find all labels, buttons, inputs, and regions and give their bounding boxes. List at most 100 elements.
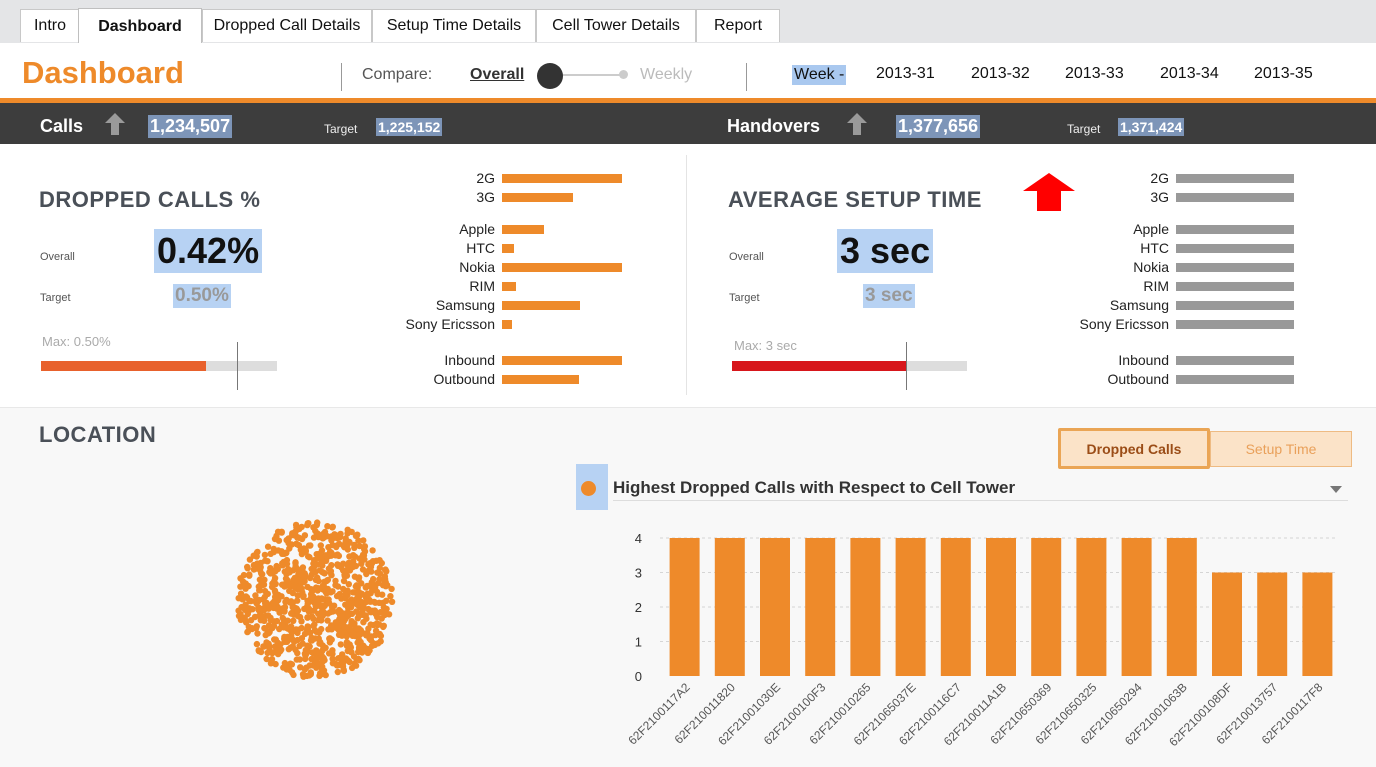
location-point[interactable] xyxy=(244,628,251,636)
setup-breakdown-bar[interactable] xyxy=(1176,174,1294,183)
location-point[interactable] xyxy=(361,543,369,550)
location-point[interactable] xyxy=(351,553,359,560)
setup-breakdown-bar[interactable] xyxy=(1176,282,1294,291)
chart-bar[interactable] xyxy=(895,538,926,676)
dropped-breakdown-bar[interactable] xyxy=(502,174,622,183)
chart-bar[interactable] xyxy=(1212,572,1242,677)
location-point[interactable] xyxy=(289,643,296,650)
location-point[interactable] xyxy=(373,588,381,595)
location-point[interactable] xyxy=(376,557,383,564)
location-point[interactable] xyxy=(275,537,283,544)
location-point[interactable] xyxy=(314,519,321,526)
location-point[interactable] xyxy=(301,578,308,585)
location-point[interactable] xyxy=(255,647,262,654)
location-point[interactable] xyxy=(329,523,336,530)
location-point[interactable] xyxy=(372,599,379,606)
compare-overall-option[interactable]: Overall xyxy=(470,66,525,83)
location-point[interactable] xyxy=(343,633,350,640)
week-2013-33[interactable]: 2013-33 xyxy=(1065,65,1124,82)
location-point[interactable] xyxy=(300,673,307,680)
location-point[interactable] xyxy=(326,635,334,642)
location-point[interactable] xyxy=(314,659,322,667)
location-point[interactable] xyxy=(374,613,381,621)
tab-dropped-call-details[interactable]: Dropped Call Details xyxy=(202,9,372,42)
dropped-breakdown-bar[interactable] xyxy=(502,282,516,291)
location-point[interactable] xyxy=(374,640,382,647)
location-point[interactable] xyxy=(304,625,312,632)
location-point[interactable] xyxy=(343,638,351,646)
location-point[interactable] xyxy=(263,599,270,606)
location-point[interactable] xyxy=(324,523,331,530)
location-point[interactable] xyxy=(316,640,323,647)
location-point[interactable] xyxy=(264,543,272,550)
dropped-breakdown-bar[interactable] xyxy=(502,301,580,310)
location-point[interactable] xyxy=(353,582,360,589)
location-point[interactable] xyxy=(288,632,295,639)
location-point[interactable] xyxy=(307,574,314,582)
location-point[interactable] xyxy=(306,672,313,679)
chart-bar[interactable] xyxy=(805,538,836,676)
location-point[interactable] xyxy=(344,546,351,553)
location-point[interactable] xyxy=(272,660,279,668)
location-point[interactable] xyxy=(332,552,339,559)
location-point[interactable] xyxy=(363,615,370,622)
location-point[interactable] xyxy=(318,608,325,616)
compare-toggle-knob[interactable] xyxy=(537,63,563,89)
compare-toggle-end[interactable] xyxy=(619,70,628,79)
location-point[interactable] xyxy=(363,598,370,606)
location-point[interactable] xyxy=(294,607,302,614)
location-point[interactable] xyxy=(267,565,274,572)
location-point[interactable] xyxy=(307,542,314,549)
location-point[interactable] xyxy=(365,582,372,590)
location-point[interactable] xyxy=(261,551,269,559)
week-2013-32[interactable]: 2013-32 xyxy=(971,65,1030,82)
location-point[interactable] xyxy=(253,640,261,648)
location-point[interactable] xyxy=(312,568,319,576)
location-point[interactable] xyxy=(298,635,306,642)
location-point[interactable] xyxy=(329,608,337,615)
chart-bar[interactable] xyxy=(986,538,1016,676)
location-point[interactable] xyxy=(366,560,373,568)
location-point[interactable] xyxy=(377,609,384,616)
location-point[interactable] xyxy=(380,622,387,629)
location-point[interactable] xyxy=(252,597,260,604)
location-point[interactable] xyxy=(325,544,332,551)
location-point[interactable] xyxy=(332,577,339,585)
location-point[interactable] xyxy=(388,585,395,593)
dropped-breakdown-bar[interactable] xyxy=(502,193,573,202)
location-point[interactable] xyxy=(270,604,277,612)
location-point[interactable] xyxy=(345,581,352,588)
location-point[interactable] xyxy=(376,570,384,577)
location-point[interactable] xyxy=(315,635,322,642)
location-point[interactable] xyxy=(259,571,266,578)
location-point[interactable] xyxy=(281,633,288,641)
location-point[interactable] xyxy=(304,520,311,527)
dropped-calls-toggle-button[interactable]: Dropped Calls xyxy=(1058,428,1210,469)
location-point[interactable] xyxy=(363,570,370,578)
setup-breakdown-bar[interactable] xyxy=(1176,375,1294,384)
location-point[interactable] xyxy=(263,655,270,663)
location-point[interactable] xyxy=(279,606,287,613)
setup-breakdown-bar[interactable] xyxy=(1176,244,1294,253)
location-point[interactable] xyxy=(290,617,297,624)
location-point[interactable] xyxy=(302,647,309,654)
setup-time-toggle-button[interactable]: Setup Time xyxy=(1210,431,1352,467)
location-point[interactable] xyxy=(274,528,282,535)
location-point[interactable] xyxy=(267,550,274,557)
compare-weekly-option[interactable]: Weekly xyxy=(640,66,693,83)
chart-bar[interactable] xyxy=(1302,572,1333,677)
chart-bar[interactable] xyxy=(1076,538,1107,676)
location-point[interactable] xyxy=(338,613,345,620)
location-point[interactable] xyxy=(320,582,327,589)
location-point[interactable] xyxy=(294,592,301,599)
location-point[interactable] xyxy=(346,553,353,560)
location-point[interactable] xyxy=(275,597,282,604)
location-point[interactable] xyxy=(273,562,280,570)
location-point[interactable] xyxy=(254,560,261,567)
location-point[interactable] xyxy=(319,670,327,677)
location-point[interactable] xyxy=(318,625,325,633)
chart-bar[interactable] xyxy=(669,538,700,676)
location-point[interactable] xyxy=(256,587,264,594)
location-point[interactable] xyxy=(304,597,311,604)
location-point[interactable] xyxy=(280,624,287,631)
